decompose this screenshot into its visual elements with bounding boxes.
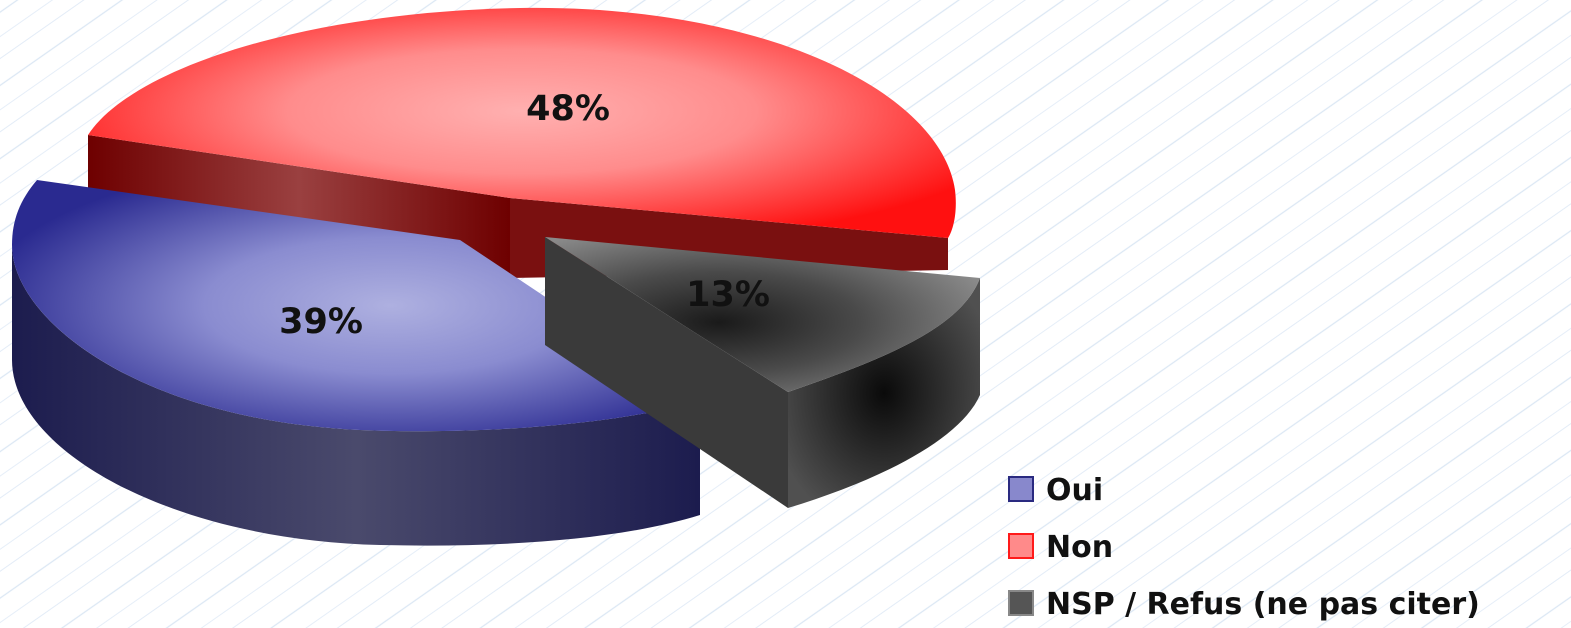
legend-label-oui: Oui <box>1046 473 1103 508</box>
legend-swatch-nsp <box>1008 590 1034 616</box>
slice-non-top <box>88 7 956 239</box>
slice-oui-top <box>12 180 700 432</box>
slice-nsp <box>545 237 980 508</box>
legend-item-nsp: NSP / Refus (ne pas citer) <box>1008 587 1480 622</box>
legend-swatch-oui <box>1008 476 1034 502</box>
slice-oui <box>12 180 700 546</box>
legend: Oui Non NSP / Refus (ne pas citer) <box>1008 473 1480 622</box>
data-label-nsp: 13% <box>686 275 770 315</box>
slice-nsp-top <box>545 237 980 392</box>
legend-item-non: Non <box>1008 530 1113 565</box>
data-label-non: 48% <box>526 89 610 129</box>
data-label-oui: 39% <box>279 302 363 342</box>
slice-oui-side <box>12 245 700 546</box>
legend-label-non: Non <box>1046 530 1113 565</box>
legend-item-oui: Oui <box>1008 473 1103 508</box>
slice-nsp-side-front <box>788 278 980 508</box>
legend-label-nsp: NSP / Refus (ne pas citer) <box>1046 587 1480 622</box>
legend-swatch-non <box>1008 533 1034 559</box>
slice-nsp-side-left <box>545 237 788 508</box>
